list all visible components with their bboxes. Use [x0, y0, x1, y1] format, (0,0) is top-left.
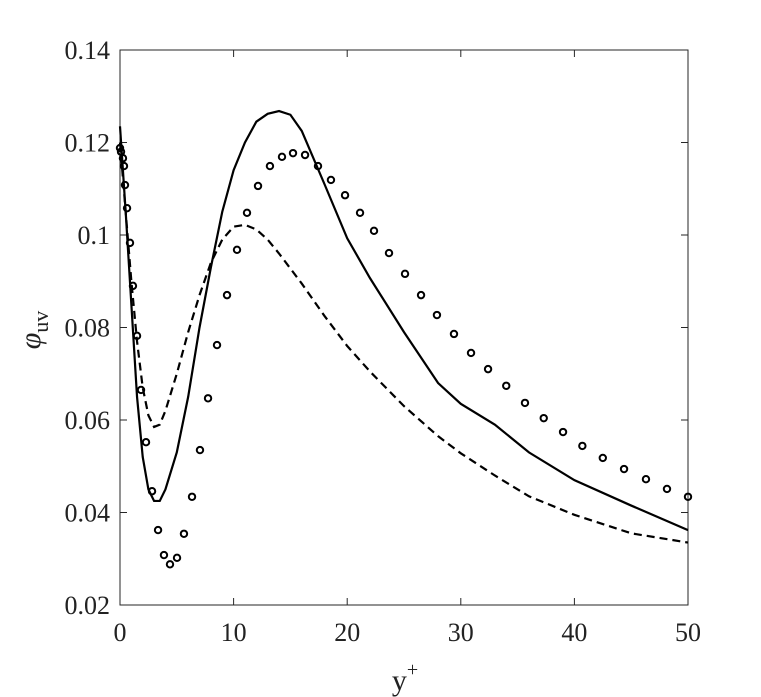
data-point [483, 364, 493, 374]
data-point [326, 175, 336, 185]
y-tick-label: 0.08 [65, 314, 111, 343]
data-point [619, 464, 629, 474]
data-point [384, 248, 394, 258]
data-line [118, 142, 689, 544]
data-point [179, 529, 189, 538]
x-axis-label-sup: + [407, 659, 418, 681]
x-tick-label: 0 [114, 618, 127, 647]
data-point [416, 290, 426, 300]
data-point [598, 453, 607, 463]
data-point [578, 441, 587, 451]
x-tick-label: 40 [561, 618, 587, 647]
data-point [683, 492, 693, 501]
data-point [153, 525, 163, 535]
data-point [277, 152, 287, 162]
data-point [662, 484, 672, 494]
data-point [265, 161, 275, 171]
data-point [132, 331, 142, 341]
data-point [449, 329, 459, 339]
y-axis-label-base: φ [14, 333, 47, 350]
data-point [147, 487, 157, 496]
data-point [128, 281, 138, 291]
plot-frame [119, 49, 689, 606]
y-tick-label: 0.14 [65, 36, 111, 65]
data-point [159, 550, 169, 560]
data-point [539, 413, 548, 423]
data-point [340, 191, 350, 200]
data-point [222, 290, 232, 300]
y-tick-label: 0.06 [65, 406, 111, 435]
data-point [355, 208, 365, 218]
data-point [122, 203, 132, 213]
data-point [253, 181, 263, 191]
data-point [502, 381, 511, 390]
data-point [187, 492, 197, 501]
data-point [466, 348, 476, 358]
x-axis-label: y+ [392, 659, 418, 697]
x-tick-label: 10 [221, 618, 247, 647]
y-tick-label: 0.12 [65, 129, 111, 158]
data-point [232, 245, 242, 255]
data-point [119, 161, 129, 171]
x-axis-label-base: y [392, 664, 407, 697]
data-point [203, 394, 213, 403]
data-point [136, 385, 146, 395]
data-point [141, 438, 151, 447]
data-point [118, 154, 128, 163]
x-tick-label: 30 [448, 618, 474, 647]
y-tick-label: 0.04 [65, 499, 111, 528]
y-axis-label-sub: uv [28, 311, 53, 333]
data-point [172, 553, 182, 563]
data-point [115, 143, 125, 153]
x-tick-label: 50 [675, 618, 701, 647]
data-point [520, 398, 530, 408]
data-point [300, 150, 310, 160]
data-point [165, 560, 175, 569]
data-point [195, 445, 205, 455]
data-point [369, 226, 379, 236]
x-tick-label: 20 [334, 618, 360, 647]
y-tick-label: 0.1 [78, 221, 111, 250]
data-point [432, 310, 442, 320]
data-point [558, 427, 568, 437]
data-point [125, 238, 135, 248]
data-point [212, 340, 222, 350]
y-tick-label: 0.02 [65, 591, 111, 620]
data-point [313, 161, 323, 171]
data-point [400, 269, 410, 279]
data-point [120, 180, 130, 190]
data-point [641, 475, 651, 484]
y-axis-label: φuv [14, 311, 53, 350]
data-point [242, 208, 252, 218]
data-point [288, 148, 298, 158]
